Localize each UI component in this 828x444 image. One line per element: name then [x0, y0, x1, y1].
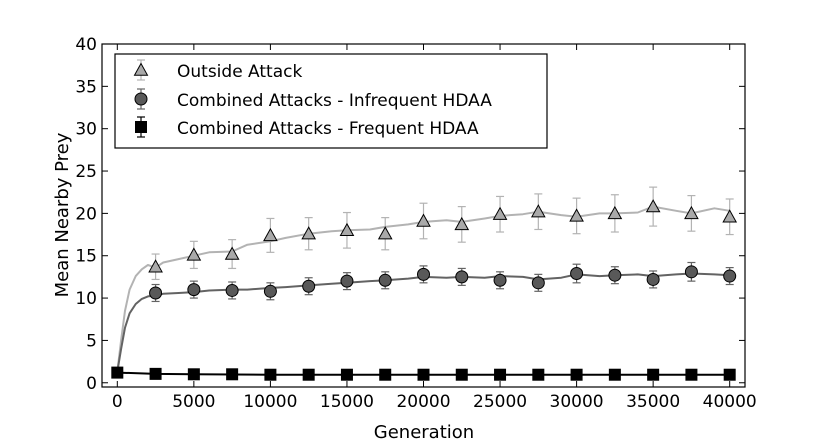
legend: Outside Attack Combined Attacks - Infreq…	[114, 53, 548, 149]
x-tick-label: 25000	[473, 392, 527, 412]
data-point-circle	[149, 286, 163, 300]
legend-frame	[114, 53, 548, 149]
data-point-triangle	[148, 259, 163, 273]
x-axis: 0 5000 10000 15000 20000 25000 30000 35000 40000	[112, 44, 757, 412]
series-layer	[111, 186, 738, 381]
data-point-triangle	[416, 213, 431, 227]
data-point-circle	[302, 279, 316, 293]
x-tick-label: 5000	[172, 392, 215, 412]
data-point-triangle	[454, 216, 470, 231]
data-point-triangle	[645, 199, 661, 213]
x-tick-label: 15000	[320, 392, 374, 412]
data-point-triangle	[530, 204, 546, 218]
series-line	[116, 205, 730, 372]
y-tick-label: 30	[75, 120, 97, 140]
data-point-circle	[684, 265, 698, 279]
data-point-triangle	[263, 227, 278, 242]
data-point-triangle	[224, 246, 240, 260]
y-axis-label: Mean Nearby Prey	[52, 132, 73, 297]
data-point-triangle	[339, 222, 355, 237]
data-point-circle	[378, 273, 392, 287]
data-point-triangle	[186, 247, 202, 261]
data-point-square	[111, 366, 124, 379]
data-point-square	[264, 368, 277, 381]
data-point-square	[379, 368, 392, 381]
legend-label: Combined Attacks - Frequent HDAA	[177, 119, 479, 139]
x-tick-label: 0	[112, 392, 123, 412]
data-point-triangle	[377, 226, 393, 240]
data-point-circle	[263, 284, 277, 298]
data-point-circle	[608, 268, 622, 282]
data-point-square	[570, 368, 583, 381]
y-tick-label: 25	[75, 162, 97, 182]
data-point-square	[723, 368, 736, 381]
x-axis-label: Generation	[374, 422, 474, 443]
data-point-square	[302, 368, 315, 381]
data-point-circle	[646, 272, 660, 286]
data-point-square	[187, 368, 200, 381]
data-point-triangle	[684, 205, 699, 220]
data-point-square	[494, 368, 507, 381]
y-axis: 0 5 10 15 20 25 30 35 40	[75, 35, 745, 394]
data-point-square	[455, 368, 468, 381]
legend-marker-circle	[134, 88, 148, 110]
series-circle	[116, 261, 737, 372]
x-tick-label: 20000	[396, 392, 450, 412]
legend-marker-shape	[135, 121, 147, 133]
legend-entry-outside-attack: Outside Attack	[133, 59, 302, 82]
data-point-square	[608, 368, 621, 381]
x-tick-label: 30000	[550, 392, 604, 412]
x-tick-label: 10000	[243, 392, 297, 412]
legend-label: Combined Attacks - Infrequent HDAA	[177, 91, 492, 111]
data-point-triangle	[722, 209, 738, 223]
y-tick-label: 15	[75, 247, 97, 267]
y-tick-label: 20	[75, 204, 97, 224]
data-point-triangle	[492, 206, 508, 220]
legend-entry-infrequent-hdaa: Combined Attacks - Infrequent HDAA	[134, 88, 492, 111]
data-point-circle	[570, 267, 584, 281]
y-tick-label: 0	[86, 374, 97, 394]
data-point-circle	[187, 283, 201, 297]
data-point-circle	[531, 276, 545, 290]
data-point-circle	[723, 269, 737, 283]
legend-label: Outside Attack	[177, 62, 302, 82]
legend-marker-shape	[133, 62, 149, 76]
data-point-circle	[417, 267, 430, 281]
series-square	[111, 366, 736, 381]
data-point-triangle	[607, 205, 623, 220]
x-tick-label: 40000	[703, 392, 757, 412]
y-tick-label: 40	[75, 35, 97, 55]
data-point-square	[685, 368, 698, 381]
data-point-triangle	[569, 208, 584, 222]
legend-marker-square	[135, 116, 147, 138]
data-point-square	[532, 368, 545, 381]
series-triangle	[116, 186, 738, 372]
data-point-circle	[493, 273, 507, 287]
data-point-circle	[340, 274, 354, 288]
y-tick-label: 5	[86, 331, 97, 351]
data-point-triangle	[301, 226, 317, 240]
data-point-circle	[225, 283, 239, 297]
data-point-square	[340, 368, 353, 381]
data-point-circle	[455, 270, 469, 284]
legend-marker-triangle	[133, 59, 149, 81]
y-tick-label: 35	[75, 77, 97, 97]
legend-entry-frequent-hdaa: Combined Attacks - Frequent HDAA	[135, 116, 479, 139]
data-point-square	[417, 368, 430, 381]
data-point-square	[647, 368, 660, 381]
data-point-square	[149, 367, 162, 380]
data-point-square	[226, 368, 239, 381]
series-line	[116, 272, 730, 372]
legend-marker-shape	[134, 92, 148, 106]
x-tick-label: 35000	[626, 392, 680, 412]
y-tick-label: 10	[75, 289, 97, 309]
